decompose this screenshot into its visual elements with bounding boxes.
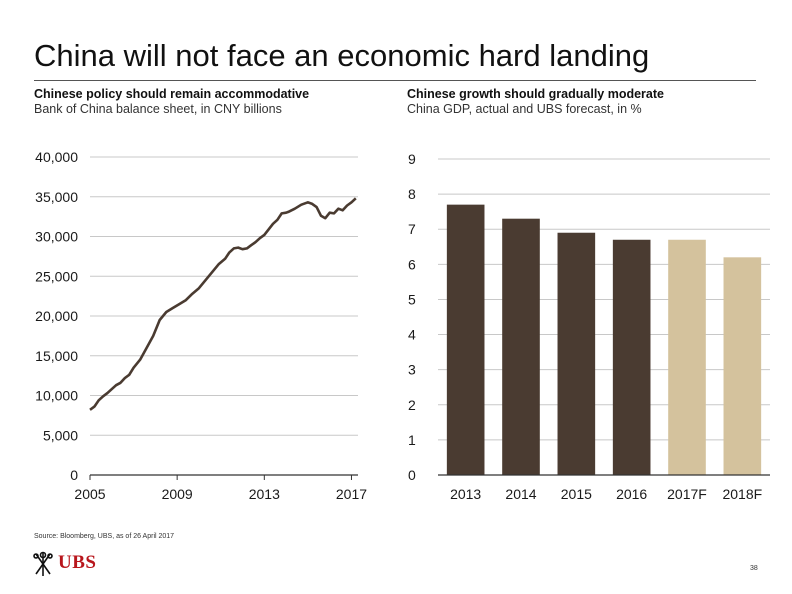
- right-panel-header: Chinese growth should gradually moderate…: [407, 87, 664, 117]
- x-tick-label: 2005: [74, 486, 105, 502]
- y-tick-label: 25,000: [35, 268, 78, 284]
- x-tick-label: 2016: [616, 486, 647, 502]
- y-tick-label: 0: [408, 467, 416, 483]
- y-tick-label: 40,000: [35, 149, 78, 165]
- y-tick-label: 10,000: [35, 388, 78, 404]
- gdp-bar: [723, 257, 762, 475]
- ubs-keys-logo-icon: [33, 551, 53, 576]
- x-tick-label: 2015: [561, 486, 592, 502]
- gdp-bar: [446, 204, 485, 475]
- y-tick-label: 6: [408, 256, 416, 272]
- source-note: Source: Bloomberg, UBS, as of 26 April 2…: [34, 533, 175, 540]
- gdp-bar: [557, 232, 596, 475]
- y-tick-label: 15,000: [35, 348, 78, 364]
- right-panel-heading: Chinese growth should gradually moderate: [407, 87, 664, 101]
- y-tick-label: 35,000: [35, 189, 78, 205]
- y-tick-label: 8: [408, 186, 416, 202]
- right-panel-subheading: China GDP, actual and UBS forecast, in %: [407, 102, 642, 116]
- y-tick-label: 9: [408, 151, 416, 167]
- x-tick-label: 2017: [336, 486, 367, 502]
- y-tick-label: 0: [70, 467, 78, 483]
- x-tick-label: 2014: [505, 486, 536, 502]
- brand-wordmark: UBS: [58, 552, 97, 573]
- y-tick-label: 30,000: [35, 229, 78, 245]
- y-tick-label: 3: [408, 362, 416, 378]
- gdp-bar: [612, 239, 651, 475]
- slide-title: China will not face an economic hard lan…: [34, 38, 650, 73]
- y-tick-label: 4: [408, 327, 416, 343]
- page-number: 38: [750, 565, 758, 572]
- left-panel-header: Chinese policy should remain accommodati…: [34, 87, 309, 117]
- balance-sheet-series-line: [89, 197, 357, 411]
- y-tick-label: 20,000: [35, 308, 78, 324]
- y-tick-label: 5,000: [43, 427, 78, 443]
- gdp-bar-chart: 9 8 7 6 5 4 3 2 1 0 2013 2014 2015 2016 2017F 2018F: [408, 151, 770, 502]
- y-tick-label: 1: [408, 432, 416, 448]
- y-tick-label: 7: [408, 221, 416, 237]
- gdp-bar: [502, 218, 540, 475]
- x-tick-label: 2017F: [667, 486, 707, 502]
- y-tick-label: 2: [408, 397, 416, 413]
- x-tick-label: 2009: [162, 486, 193, 502]
- x-tick-label: 2013: [249, 486, 280, 502]
- x-tick-label: 2018F: [722, 486, 762, 502]
- left-panel-heading: Chinese policy should remain accommodati…: [34, 87, 310, 101]
- gdp-bar: [668, 239, 706, 475]
- x-tick-label: 2013: [450, 486, 481, 502]
- title-divider: [34, 80, 756, 81]
- left-panel-subheading: Bank of China balance sheet, in CNY bill…: [34, 102, 282, 116]
- balance-sheet-line-chart: 40,000 35,000 30,000 25,000 20,000 15,000 10,0…: [35, 149, 367, 502]
- y-tick-label: 5: [408, 291, 416, 307]
